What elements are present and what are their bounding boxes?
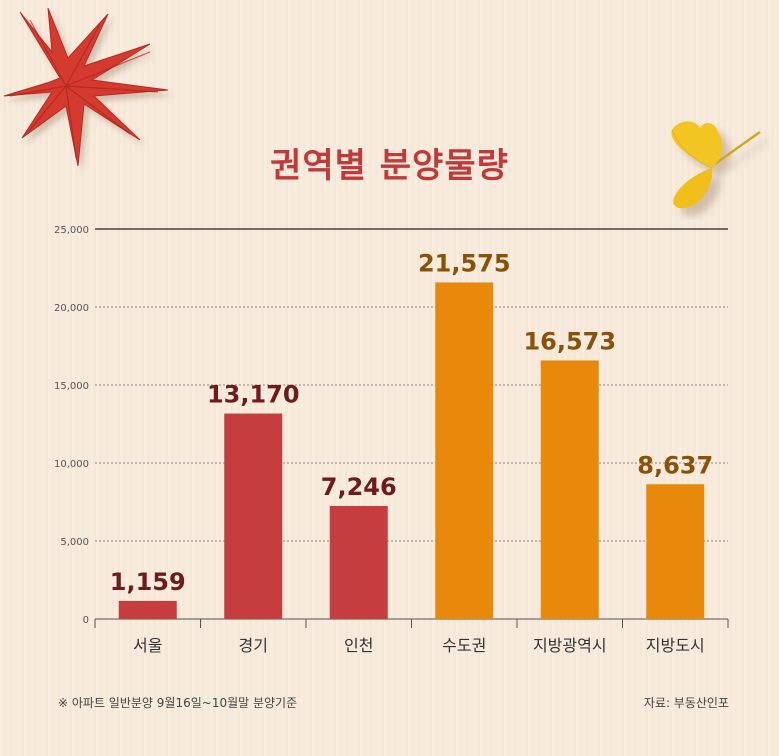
- x-tick-label: 서울: [133, 636, 162, 655]
- data-label: 1,159: [110, 568, 186, 596]
- x-tick-label: 지방도시: [646, 636, 705, 655]
- ginkgo-leaf-icon: [671, 121, 761, 209]
- bar: [329, 505, 388, 619]
- y-tick-label: 25,000: [54, 225, 89, 236]
- y-tick-label: 5,000: [60, 537, 89, 548]
- maple-leaf-icon: [3, 7, 169, 167]
- y-tick-label: 15,000: [54, 381, 89, 392]
- data-label: 21,575: [418, 249, 511, 277]
- data-label: 7,246: [321, 473, 397, 501]
- y-tick-label: 0: [83, 615, 89, 626]
- y-tick-label: 10,000: [54, 459, 89, 470]
- y-tick-label: 20,000: [54, 303, 89, 314]
- data-label: 16,573: [523, 327, 616, 355]
- bar: [224, 413, 283, 619]
- bar: [646, 484, 705, 619]
- bar: [540, 360, 599, 619]
- bar: [435, 282, 494, 619]
- data-label: 8,637: [637, 451, 713, 479]
- x-tick-label: 지방광역시: [533, 636, 607, 655]
- bar: [118, 600, 177, 619]
- data-label: 13,170: [207, 381, 300, 409]
- source-note: 자료: 부동산인포: [643, 696, 729, 710]
- footnote: ※ 아파트 일반분양 9월16일~10월말 분양기준: [58, 696, 298, 710]
- x-tick-label: 인천: [344, 636, 373, 655]
- x-tick-label: 경기: [239, 636, 268, 655]
- x-tick-label: 수도권: [442, 636, 486, 655]
- chart-title: 권역별 분양물량: [270, 146, 509, 186]
